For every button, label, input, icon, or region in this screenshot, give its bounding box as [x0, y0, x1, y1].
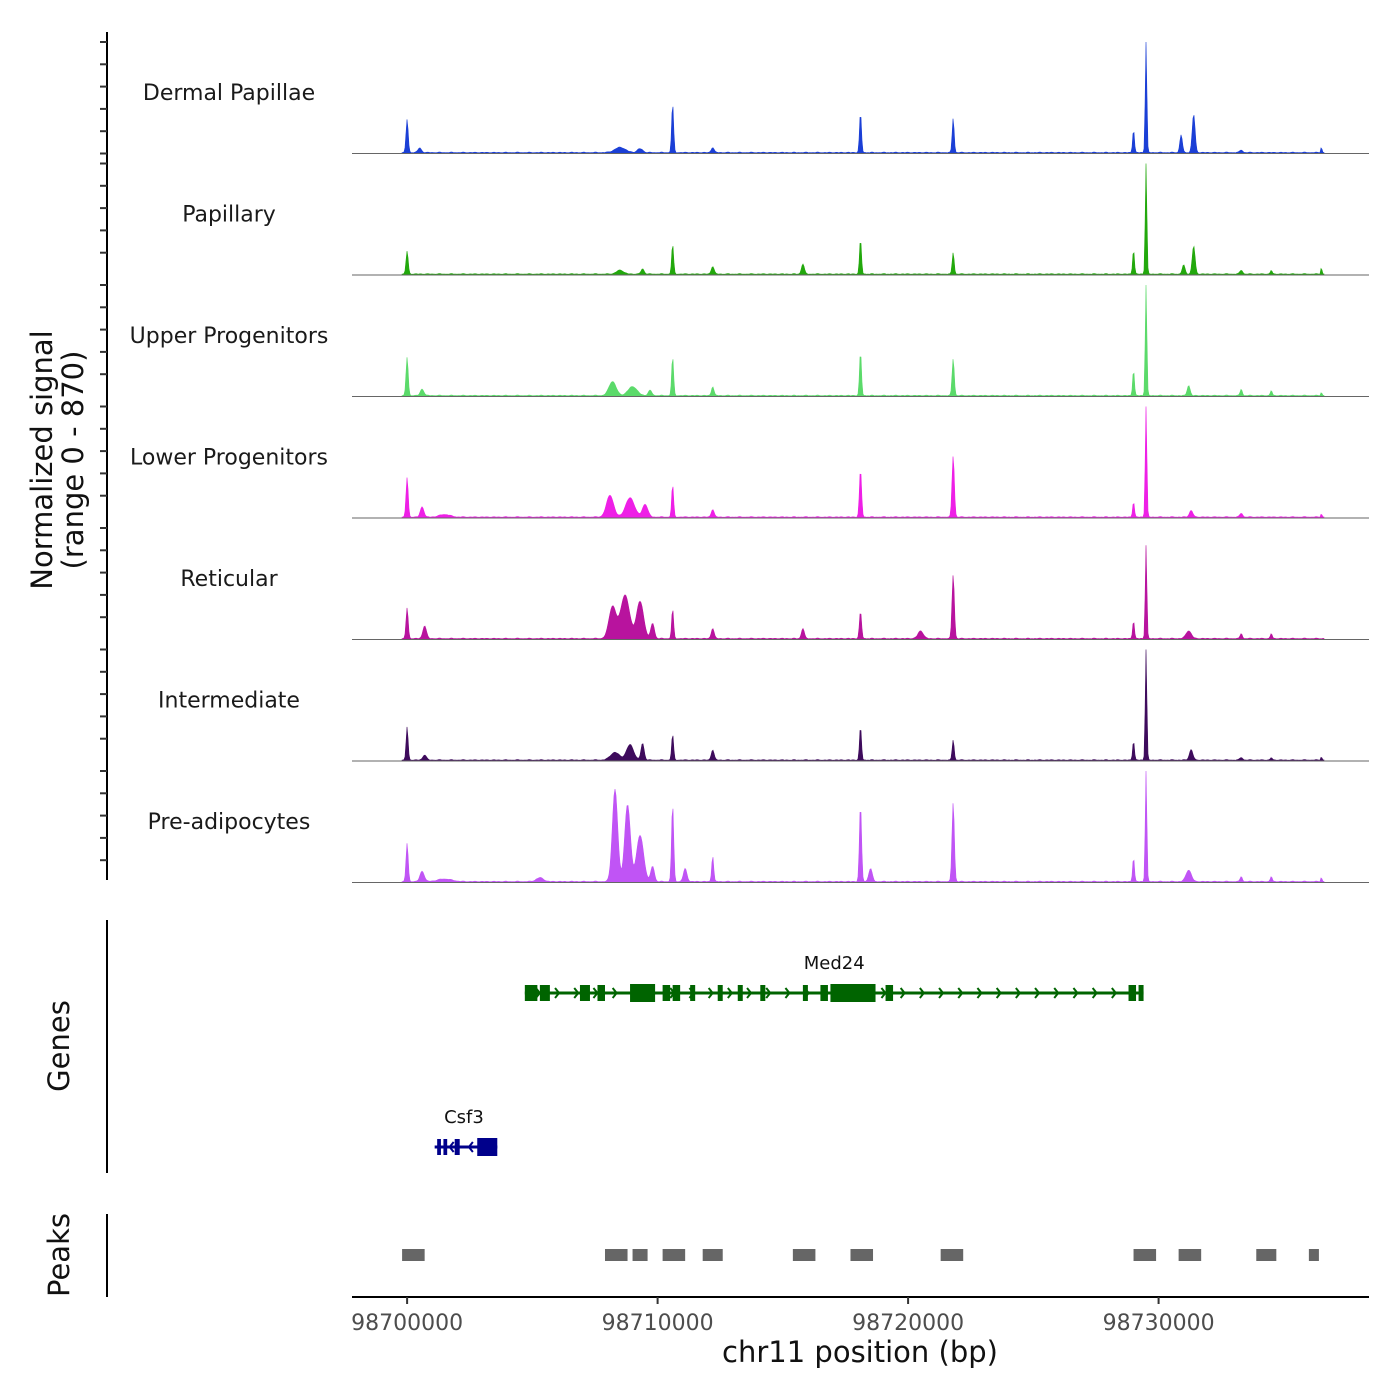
- track-label: Lower Progenitors: [130, 446, 328, 471]
- peak-region: [632, 1249, 648, 1261]
- exon: [437, 1139, 441, 1155]
- strand-arrow: [995, 987, 1002, 999]
- track-upper-progenitors: Upper Progenitors: [130, 284, 1369, 397]
- strand-arrow: [1015, 987, 1022, 999]
- peak-region: [1178, 1249, 1202, 1261]
- gene-csf3: Csf3: [434, 1107, 498, 1156]
- track-pre-adipocytes: Pre-adipocytes: [148, 770, 1369, 883]
- track-lower-progenitors: Lower Progenitors: [130, 406, 1369, 519]
- genes-panel-label: Genes: [42, 1000, 76, 1092]
- coverage-area: [401, 41, 1325, 154]
- coverage-area: [401, 406, 1325, 519]
- x-axis-title: chr11 position (bp): [722, 1335, 998, 1369]
- exon: [1128, 985, 1137, 1001]
- strand-arrow: [746, 987, 753, 999]
- peak-region: [940, 1249, 964, 1261]
- coverage-area: [401, 770, 1325, 883]
- strand-arrow: [611, 987, 618, 999]
- exon: [539, 985, 550, 1001]
- x-tick-label: 98700000: [351, 1311, 463, 1336]
- track-reticular: Reticular: [180, 545, 1369, 640]
- track-intermediate: Intermediate: [158, 649, 1369, 762]
- strand-arrow: [765, 987, 772, 999]
- coverage-area: [401, 284, 1325, 397]
- strand-arrow: [448, 1141, 455, 1153]
- exon: [579, 985, 590, 1001]
- track-label: Intermediate: [158, 689, 300, 714]
- exon: [820, 985, 828, 1001]
- peak-region: [402, 1249, 425, 1261]
- strand-arrow: [1072, 987, 1079, 999]
- x-axis-ticks: 98700000 98710000 98720000 98730000: [351, 1297, 1215, 1336]
- gene-label: Csf3: [444, 1107, 484, 1128]
- peak-region: [1308, 1249, 1319, 1261]
- strand-arrow: [784, 987, 791, 999]
- strand-arrow: [1111, 987, 1118, 999]
- exon: [662, 985, 671, 1001]
- exon: [717, 985, 723, 1001]
- strand-arrow: [1034, 987, 1041, 999]
- exon: [830, 984, 876, 1002]
- peak-region: [1133, 1249, 1157, 1261]
- track-label: Pre-adipocytes: [148, 810, 311, 835]
- peak-region: [662, 1249, 686, 1261]
- exon: [524, 985, 538, 1001]
- track-dermal-papillae: Dermal Papillae: [143, 41, 1369, 154]
- y-axis-title-line1: Normalized signal: [25, 330, 59, 589]
- strand-arrow: [554, 987, 561, 999]
- strand-arrow: [976, 987, 983, 999]
- exon: [454, 1139, 460, 1155]
- track-papillary: Papillary: [182, 163, 1369, 276]
- coverage-area: [401, 163, 1325, 276]
- exon: [597, 985, 605, 1001]
- peaks-panel-label: Peaks: [42, 1213, 76, 1297]
- signal-y-ticks: [100, 41, 107, 862]
- gene-annotations: Med24 Csf3: [434, 953, 1144, 1156]
- coverage-area: [401, 649, 1325, 762]
- strand-arrow: [1053, 987, 1060, 999]
- x-tick-label: 98730000: [1103, 1311, 1215, 1336]
- coverage-area: [401, 545, 1325, 640]
- exon: [760, 985, 766, 1001]
- peak-region: [702, 1249, 723, 1261]
- peak-region: [604, 1249, 628, 1261]
- exon: [690, 985, 696, 1001]
- peak-region: [1256, 1249, 1277, 1261]
- peak-regions: [402, 1249, 1319, 1261]
- gene-label: Med24: [804, 953, 865, 974]
- strand-arrow: [707, 987, 714, 999]
- coverage-tracks: Dermal Papillae Papillary Upper Progenitor…: [130, 41, 1369, 883]
- strand-arrow: [727, 987, 734, 999]
- exon: [477, 1138, 498, 1156]
- strand-arrow: [919, 987, 926, 999]
- strand-arrow: [573, 987, 580, 999]
- track-label: Upper Progenitors: [130, 324, 329, 349]
- exon: [1138, 985, 1144, 1001]
- track-label: Dermal Papillae: [143, 81, 315, 106]
- peak-region: [792, 1249, 816, 1261]
- peak-region: [850, 1249, 874, 1261]
- exon: [802, 985, 808, 1001]
- track-label: Papillary: [182, 203, 276, 228]
- exon: [737, 985, 743, 1001]
- exon: [885, 985, 894, 1001]
- strand-arrow: [899, 987, 906, 999]
- exon: [630, 984, 656, 1002]
- exon: [443, 1139, 448, 1155]
- strand-arrow: [467, 1141, 474, 1153]
- x-tick-label: 98710000: [602, 1311, 714, 1336]
- y-axis-title-line2: (range 0 - 870): [56, 351, 90, 570]
- strand-arrow: [938, 987, 945, 999]
- strand-arrow: [880, 987, 887, 999]
- x-tick-label: 98720000: [852, 1311, 964, 1336]
- strand-arrow: [592, 987, 599, 999]
- strand-arrow: [957, 987, 964, 999]
- gene-med24: Med24: [524, 953, 1144, 1002]
- track-label: Reticular: [180, 567, 278, 592]
- strand-arrow: [1091, 987, 1098, 999]
- exon: [672, 985, 681, 1001]
